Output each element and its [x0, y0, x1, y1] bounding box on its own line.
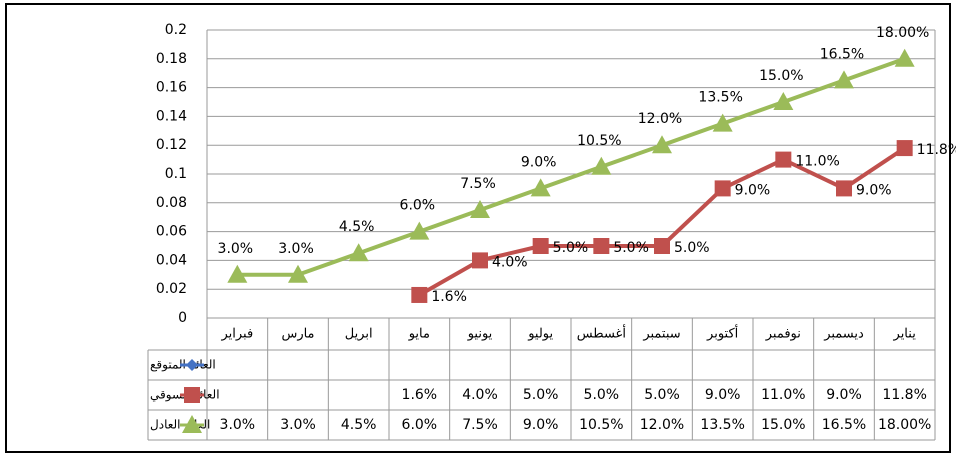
y-tick-label: 0.02 [156, 281, 187, 297]
table-value: 5.0% [644, 387, 680, 403]
table-value: 7.5% [462, 417, 498, 433]
data-label: 9.0% [521, 154, 557, 170]
table-value: 5.0% [584, 387, 620, 403]
marker [184, 387, 200, 403]
marker [186, 359, 198, 371]
y-tick-label: 0.06 [156, 224, 187, 240]
table-value: 18.00% [878, 417, 931, 433]
marker [714, 180, 731, 197]
y-tick-label: 0.2 [165, 22, 187, 38]
x-tick-label: ديسمبر [823, 327, 864, 342]
data-label: 18.00% [876, 25, 929, 41]
x-tick-label: سبتمبر [642, 327, 680, 342]
data-label: 12.0% [638, 111, 682, 127]
marker [591, 156, 612, 175]
data-label: 11.8% [917, 142, 956, 158]
table-value: 9.0% [705, 387, 741, 403]
table-value: 9.0% [826, 387, 862, 403]
table-value: 13.5% [700, 417, 744, 433]
x-tick-label: مايو [408, 327, 430, 342]
marker [472, 252, 488, 269]
y-tick-label: 0.04 [156, 252, 187, 268]
data-label: 15.0% [759, 68, 803, 84]
data-label: 7.5% [460, 176, 496, 192]
marker [470, 200, 490, 218]
table-value: 3.0% [220, 417, 256, 433]
data-label: 10.5% [577, 133, 621, 149]
x-tick-label: أكتوبر [706, 325, 738, 342]
x-tick-label: يناير [893, 327, 917, 342]
data-label: 9.0% [735, 182, 771, 198]
data-label: 5.0% [553, 240, 589, 256]
x-tick-label: فبراير [220, 327, 253, 342]
data-label: 6.0% [400, 198, 436, 214]
x-tick-label: أغسطس [577, 325, 626, 342]
data-label: 4.5% [339, 219, 375, 235]
table-value: 4.0% [462, 387, 498, 403]
table-value: 4.5% [341, 417, 377, 433]
x-tick-label: نوفمبر [765, 327, 801, 342]
data-label: 13.5% [698, 90, 742, 106]
x-tick-label: مارس [281, 327, 314, 342]
table-value: 15.0% [761, 417, 805, 433]
marker [654, 238, 670, 254]
marker [773, 92, 794, 110]
data-label: 3.0% [278, 241, 314, 257]
x-tick-label: ابريل [345, 327, 373, 342]
marker [896, 140, 913, 157]
marker [409, 221, 430, 240]
data-label: 3.0% [218, 241, 254, 257]
y-tick-label: 0 [178, 310, 187, 326]
marker [348, 243, 369, 262]
data-label: 4.0% [492, 254, 528, 270]
marker [530, 178, 551, 197]
table-value: 6.0% [402, 417, 438, 433]
y-tick-label: 0.08 [156, 195, 187, 211]
data-label: 9.0% [856, 182, 892, 198]
x-tick-label: يونيو [467, 327, 493, 342]
data-label: 11.0% [795, 154, 839, 170]
marker [532, 238, 549, 254]
marker [288, 264, 308, 283]
table-value: 11.0% [761, 387, 805, 403]
table-value: 11.8% [882, 387, 926, 403]
y-tick-label: 0.1 [165, 166, 187, 182]
marker [227, 264, 248, 283]
table-value: 10.5% [579, 417, 623, 433]
marker [411, 286, 428, 303]
marker [652, 135, 672, 154]
table-value: 3.0% [280, 417, 316, 433]
series-line [237, 56, 906, 277]
marker [712, 113, 733, 132]
y-tick-label: 0.14 [156, 108, 187, 124]
data-label: 1.6% [431, 289, 467, 305]
data-label: 5.0% [613, 240, 649, 256]
y-tick-label: 0.18 [156, 51, 187, 67]
y-tick-label: 0.12 [156, 137, 187, 153]
table-value: 9.0% [523, 417, 559, 433]
marker [593, 238, 610, 254]
data-label: 5.0% [674, 240, 710, 256]
marker [894, 48, 915, 67]
x-tick-label: يوليو [527, 327, 553, 342]
table-value: 16.5% [822, 417, 866, 433]
y-tick-label: 0.16 [156, 80, 187, 96]
table-value: 1.6% [402, 387, 438, 403]
table-value: 12.0% [640, 417, 684, 433]
table-value: 5.0% [523, 387, 559, 403]
marker [834, 70, 854, 89]
marker [182, 415, 202, 433]
marker [775, 151, 792, 168]
chart-border [5, 3, 951, 453]
data-label: 16.5% [820, 46, 864, 62]
marker [836, 180, 852, 197]
